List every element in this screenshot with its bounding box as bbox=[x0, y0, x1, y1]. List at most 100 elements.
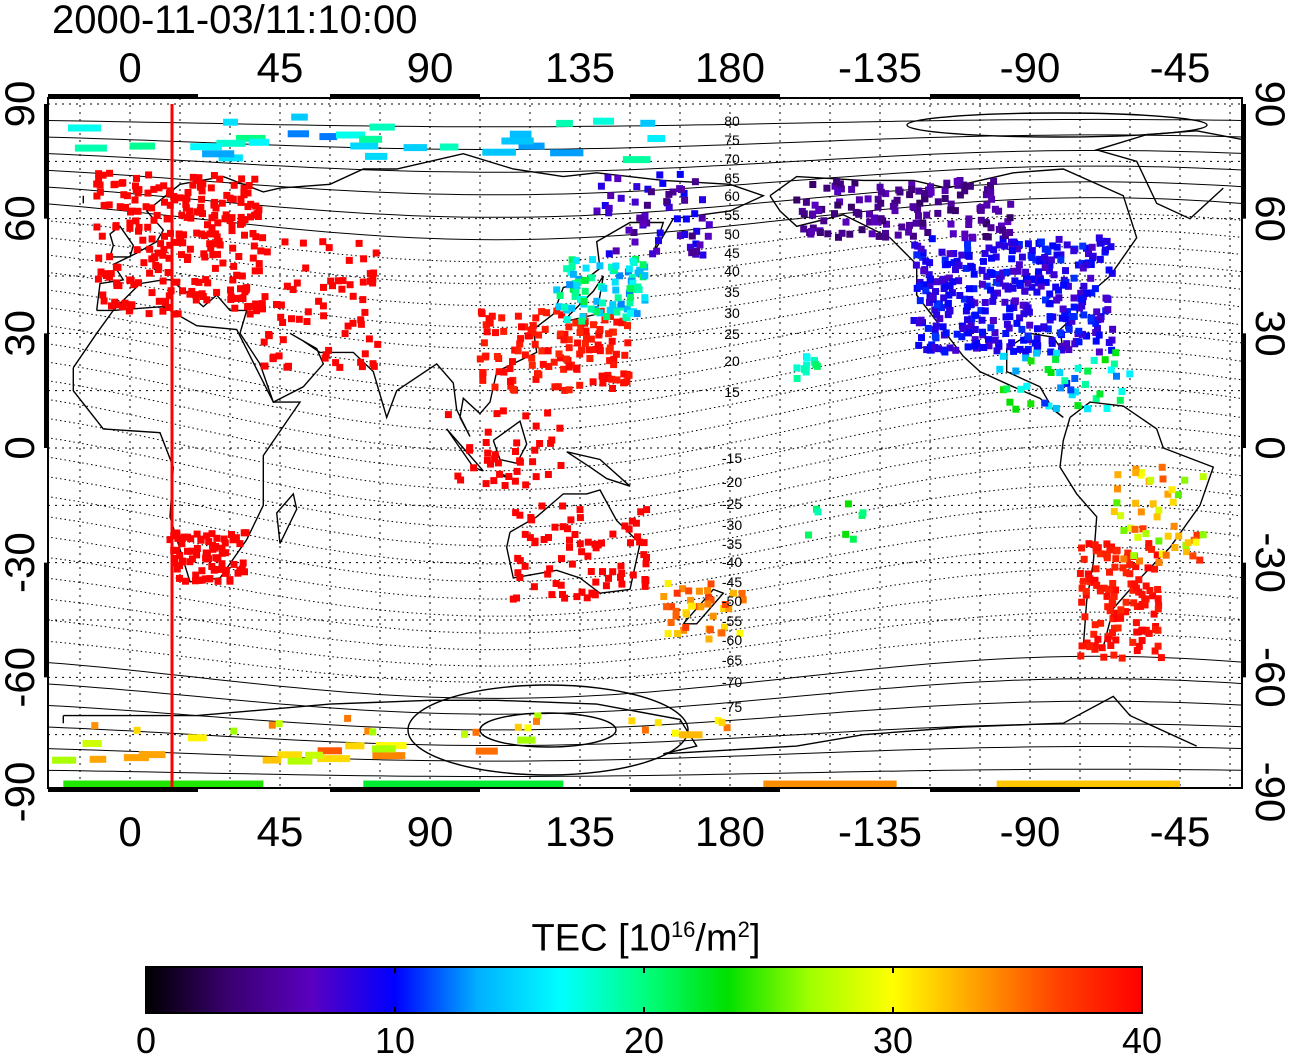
tec-patch-north_america bbox=[944, 299, 952, 307]
tec-patch-arctic bbox=[216, 139, 246, 147]
tec-patch-brazil bbox=[1174, 491, 1182, 499]
tec-patch-antarctic-ring bbox=[187, 734, 207, 742]
tec-patch-europe bbox=[237, 195, 245, 203]
tec-patch-caribbean bbox=[1017, 385, 1025, 393]
tec-patch-caribbean bbox=[1056, 369, 1064, 377]
tec-patch-europe bbox=[195, 278, 203, 286]
tec-patch-north_america bbox=[1033, 335, 1041, 343]
tec-patch-europe bbox=[197, 203, 205, 211]
tec-patch-europe bbox=[106, 273, 113, 281]
tec-patch-central-asia bbox=[357, 320, 365, 328]
tec-patch-north_america bbox=[1047, 348, 1055, 356]
tec-patch-china bbox=[531, 340, 539, 348]
tec-patch-canada bbox=[990, 177, 998, 185]
tec-patch-central-asia bbox=[369, 275, 377, 283]
tec-patch-brazil bbox=[1127, 524, 1135, 532]
tec-patch-north_america bbox=[983, 272, 991, 280]
tec-patch-europe bbox=[116, 203, 124, 211]
tec-patch-southern_africa bbox=[193, 530, 201, 538]
tec-patch-antarctic-ring bbox=[533, 717, 540, 725]
tec-patch-south_america bbox=[1078, 598, 1086, 606]
tec-patch-indonesia bbox=[470, 464, 478, 472]
tec-patch-north_america bbox=[1009, 284, 1017, 292]
tec-patch-south_america bbox=[1149, 592, 1157, 600]
tec-patch-canada bbox=[987, 182, 994, 189]
tec-patch-japan bbox=[612, 262, 620, 270]
tec-patch-canada bbox=[1001, 232, 1009, 240]
tec-patch-north_america bbox=[1089, 252, 1097, 260]
tec-patch-north_america bbox=[960, 295, 968, 303]
tec-patch-south_america bbox=[1084, 570, 1092, 578]
tec-patch-caribbean bbox=[1023, 382, 1031, 390]
tec-patch-japan bbox=[626, 299, 634, 307]
tec-patch-canada bbox=[982, 233, 990, 240]
tec-patch-canada bbox=[949, 230, 957, 238]
tec-patch-europe bbox=[159, 277, 167, 285]
tec-patch-north_america bbox=[939, 323, 947, 331]
tec-patch-antarctic-ring bbox=[714, 717, 722, 724]
tec-patch-canada bbox=[889, 202, 897, 210]
tec-patch-japan bbox=[611, 278, 619, 286]
tec-patch-europe bbox=[164, 269, 172, 276]
tec-patch-north_america bbox=[958, 251, 966, 259]
tec-patch-europe bbox=[170, 193, 178, 200]
tec-patch-north_america bbox=[985, 244, 993, 252]
tec-patch-australia bbox=[621, 522, 629, 530]
tec-patch-japan bbox=[568, 263, 576, 271]
tec-patch-southern_africa bbox=[201, 575, 209, 583]
tec-patch-north_america bbox=[1087, 274, 1095, 282]
tec-patch-north_america bbox=[1028, 247, 1036, 255]
tec-patch-caribbean bbox=[1103, 405, 1111, 412]
tec-patch-north_america bbox=[955, 277, 963, 285]
tec-patch-brazil bbox=[1162, 551, 1170, 559]
tec-patch-brazil bbox=[1193, 531, 1201, 539]
tec-patch-australia bbox=[559, 523, 567, 531]
tec-patch-north_america bbox=[1055, 294, 1063, 302]
contour-label: -25 bbox=[722, 496, 742, 512]
tec-patch-indonesia bbox=[544, 409, 552, 417]
contour-line bbox=[48, 723, 1242, 746]
tec-patch-brazil bbox=[1114, 471, 1122, 479]
tec-patch-north_america bbox=[1088, 243, 1096, 251]
tec-patch-north_america bbox=[995, 342, 1003, 350]
tec-patch-china bbox=[516, 340, 524, 348]
contour-line bbox=[48, 700, 1242, 731]
tec-patch-central-asia bbox=[338, 285, 346, 293]
tec-patch-japan bbox=[600, 284, 608, 292]
tec-patch-north_america bbox=[1057, 256, 1065, 264]
tec-patch-antarctic-ring bbox=[138, 751, 166, 759]
tec-patch-caribbean bbox=[1027, 400, 1035, 408]
tec-patch-north_america bbox=[1046, 261, 1054, 269]
tec-patch-southern_africa bbox=[205, 538, 213, 546]
contour-label: 70 bbox=[724, 151, 740, 167]
tec-patch-siberia bbox=[655, 237, 662, 245]
tec-patch-north_america bbox=[1037, 238, 1045, 246]
tec-patch-north_america bbox=[991, 329, 999, 337]
tec-patch-pacific bbox=[859, 509, 867, 517]
tec-patch-north_america bbox=[1045, 267, 1053, 275]
tec-patch-north_america bbox=[1095, 234, 1103, 242]
tec-patch-china bbox=[550, 358, 558, 366]
tec-patch-china bbox=[529, 322, 537, 330]
tec-patch-siberia bbox=[676, 232, 684, 240]
contour-line bbox=[48, 296, 1242, 371]
tec-patch-north_america bbox=[1070, 274, 1078, 282]
colorbar-title: TEC [1016/m2] bbox=[0, 908, 1292, 961]
tec-patch-canada bbox=[934, 198, 942, 206]
tec-patch-europe bbox=[252, 300, 260, 308]
tec-patch-europe bbox=[216, 241, 224, 249]
tec-patch-australia bbox=[566, 543, 573, 551]
tec-patch-canada bbox=[800, 210, 808, 218]
colorbar-label-main: TEC [10 bbox=[531, 917, 671, 960]
tec-patch-brazil bbox=[1164, 490, 1172, 498]
tec-patch-north_america bbox=[1033, 341, 1041, 349]
tec-patch-siberia bbox=[614, 175, 622, 183]
tec-patch-china bbox=[565, 363, 573, 371]
tec-patch-china bbox=[587, 335, 595, 343]
tec-patch-europe bbox=[222, 211, 230, 219]
tec-patch-australia bbox=[514, 554, 522, 562]
x-tick-label-top: 90 bbox=[407, 44, 454, 91]
tec-patch-brazil bbox=[1110, 508, 1118, 515]
tec-patch-new_zealand bbox=[663, 603, 671, 611]
tec-patch-south_america bbox=[1091, 576, 1099, 584]
